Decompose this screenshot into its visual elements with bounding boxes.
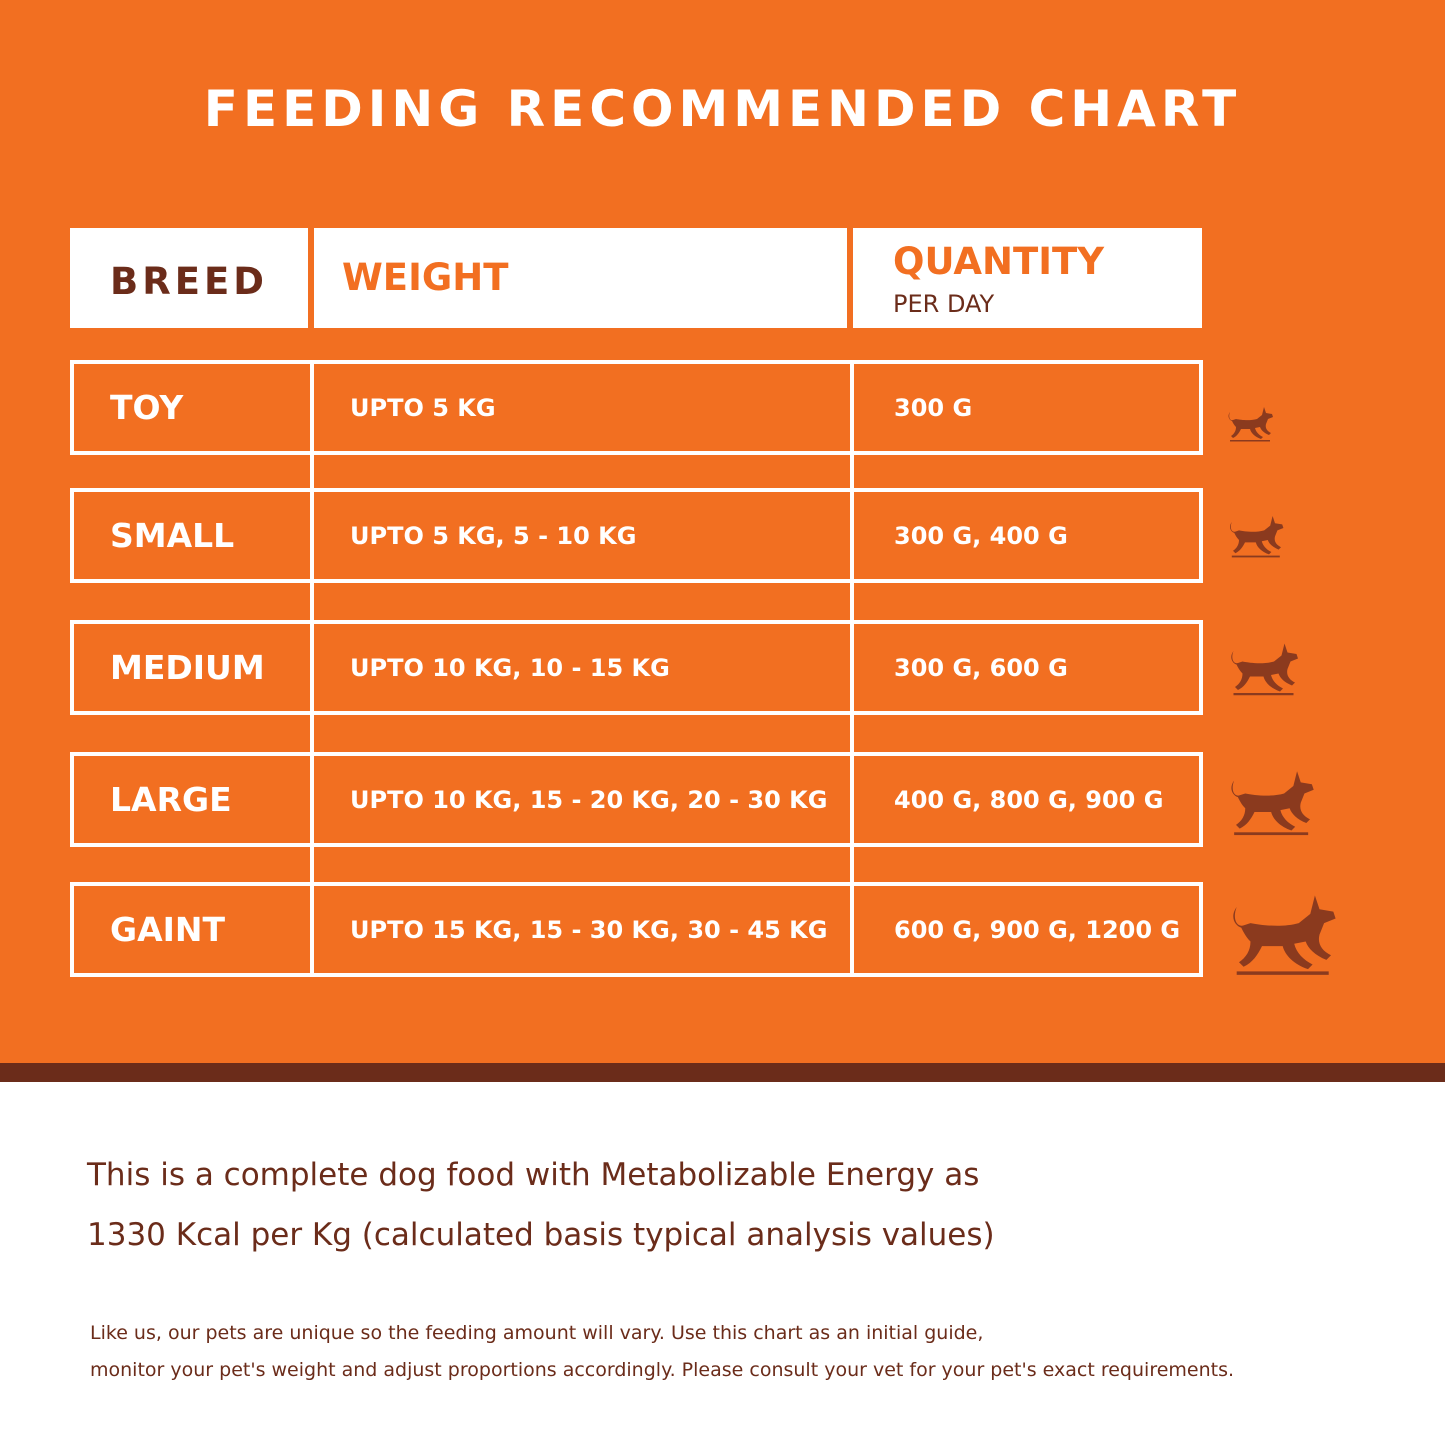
dog-icon: [1226, 636, 1304, 696]
weight-cell: UPTO 5 KG, 5 - 10 KG: [314, 492, 854, 579]
table-row: SMALL UPTO 5 KG, 5 - 10 KG 300 G, 400 G: [70, 488, 1203, 583]
breed-cell: TOY: [74, 364, 314, 451]
breed-cell: MEDIUM: [74, 624, 314, 711]
quantity-cell: 300 G, 400 G: [894, 521, 1068, 550]
dog-icon: [1226, 884, 1344, 976]
table-row: LARGE UPTO 10 KG, 15 - 20 KG, 20 - 30 KG…: [70, 752, 1203, 847]
column-connector: [850, 715, 854, 752]
disclaimer-line: Like us, our pets are unique so the feed…: [90, 1322, 984, 1344]
energy-note-line: This is a complete dog food with Metabol…: [87, 1157, 980, 1193]
dog-icon: [1226, 510, 1288, 558]
column-connector: [310, 455, 314, 488]
column-connector: [850, 847, 854, 882]
quantity-cell: 600 G, 900 G, 1200 G: [894, 915, 1181, 944]
column-connector: [310, 847, 314, 882]
header-breed-label: BREED: [110, 260, 268, 303]
column-connector: [310, 583, 314, 620]
header-quantity-label: QUANTITY: [893, 240, 1104, 283]
table-row: GAINT UPTO 15 KG, 15 - 30 KG, 30 - 45 KG…: [70, 882, 1203, 977]
dog-icon: [1226, 762, 1320, 836]
dog-icon: [1226, 402, 1276, 442]
header-quantity: QUANTITY PER DAY: [853, 228, 1202, 328]
header-weight: WEIGHT: [314, 228, 847, 328]
energy-note-line: 1330 Kcal per Kg (calculated basis typic…: [87, 1217, 995, 1253]
header-weight-label: WEIGHT: [342, 256, 509, 299]
weight-cell: UPTO 15 KG, 15 - 30 KG, 30 - 45 KG: [314, 886, 854, 973]
breed-cell: LARGE: [74, 756, 314, 843]
quantity-cell: 300 G, 600 G: [894, 653, 1068, 682]
breed-cell: GAINT: [74, 886, 314, 973]
column-connector: [850, 583, 854, 620]
weight-cell: UPTO 10 KG, 10 - 15 KG: [314, 624, 854, 711]
weight-cell: UPTO 10 KG, 15 - 20 KG, 20 - 30 KG: [314, 756, 854, 843]
weight-cell: UPTO 5 KG: [314, 364, 854, 451]
energy-note: This is a complete dog food with Metabol…: [87, 1145, 1187, 1265]
table-row: TOY UPTO 5 KG 300 G: [70, 360, 1203, 455]
column-connector: [310, 715, 314, 752]
column-connector: [850, 455, 854, 488]
breed-cell: SMALL: [74, 492, 314, 579]
header-breed: BREED: [70, 228, 308, 328]
disclaimer: Like us, our pets are unique so the feed…: [90, 1315, 1410, 1389]
quantity-cell: 300 G: [894, 393, 973, 422]
quantity-cell: 400 G, 800 G, 900 G: [894, 785, 1164, 814]
disclaimer-line: monitor your pet's weight and adjust pro…: [90, 1359, 1235, 1381]
header-quantity-sub: PER DAY: [893, 290, 995, 318]
table-row: MEDIUM UPTO 10 KG, 10 - 15 KG 300 G, 600…: [70, 620, 1203, 715]
divider-band: [0, 1063, 1445, 1082]
page-title: FEEDING RECOMMENDED CHART: [203, 80, 1242, 138]
